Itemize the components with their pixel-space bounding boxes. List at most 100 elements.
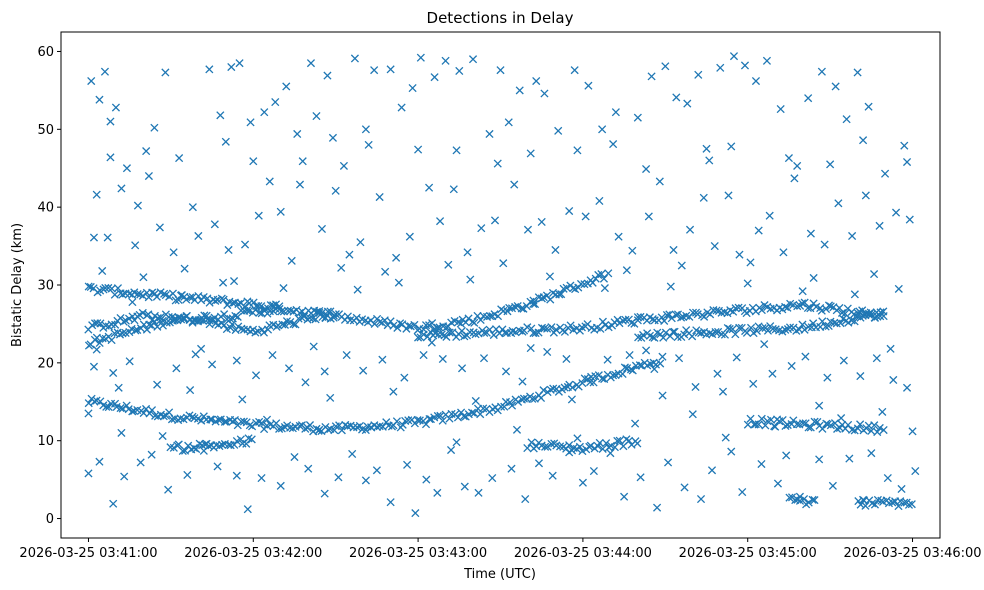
detection-point — [449, 185, 458, 194]
detection-point — [783, 303, 792, 312]
detection-point — [254, 301, 263, 311]
detection-point — [711, 327, 720, 337]
detection-point — [765, 211, 774, 220]
detection-point — [444, 322, 453, 331]
x-tick-label: 2026-03-25 03:43:00 — [349, 546, 487, 561]
detection-point — [479, 404, 488, 413]
detection-point — [150, 123, 159, 132]
detection-point — [177, 291, 186, 300]
detection-point — [312, 112, 321, 121]
detection-point — [554, 126, 563, 135]
detection-point — [158, 431, 167, 441]
detection-point — [842, 115, 851, 124]
detection-point — [174, 295, 183, 305]
detection-point — [513, 302, 522, 311]
detection-point — [375, 422, 384, 431]
detection-point — [455, 66, 464, 75]
detection-point — [573, 434, 582, 443]
detection-point — [242, 439, 251, 448]
detection-point — [907, 500, 916, 509]
detection-point — [125, 289, 134, 298]
detection-point — [787, 361, 796, 371]
detection-point — [111, 320, 120, 329]
detection-point — [545, 272, 555, 281]
detection-point — [609, 140, 618, 149]
detection-point — [526, 343, 535, 353]
detection-point — [260, 108, 269, 117]
x-tick-label: 2026-03-25 03:44:00 — [514, 546, 652, 561]
detection-point — [781, 421, 790, 431]
detection-point — [257, 302, 266, 311]
detection-point — [389, 387, 398, 396]
detection-point — [859, 136, 868, 145]
detection-point — [153, 313, 162, 323]
detection-point — [199, 446, 208, 455]
detection-point — [425, 183, 434, 192]
detection-point — [856, 420, 865, 429]
detection-point — [442, 332, 451, 341]
detection-point — [875, 423, 884, 433]
detection-point — [106, 117, 115, 126]
detection-point — [419, 330, 428, 339]
detection-point — [155, 223, 164, 232]
detection-point — [815, 401, 824, 410]
detection-point — [486, 312, 495, 321]
detection-point — [230, 416, 239, 425]
detection-point — [421, 321, 431, 330]
detection-point — [96, 319, 105, 328]
detection-point — [591, 274, 600, 283]
detection-point — [565, 206, 574, 216]
detection-point — [537, 217, 546, 227]
detection-point — [297, 313, 306, 322]
detection-point — [861, 191, 870, 200]
detection-point — [754, 322, 763, 331]
detection-point — [621, 315, 630, 324]
detection-point — [271, 98, 280, 107]
detection-point — [606, 449, 615, 458]
detection-point — [240, 240, 250, 249]
detection-point — [568, 383, 577, 392]
detection-point — [500, 402, 509, 411]
detection-point — [100, 67, 110, 76]
detection-point — [738, 488, 747, 497]
detection-point — [168, 289, 177, 298]
detection-point — [172, 364, 181, 373]
detection-point — [101, 283, 110, 293]
detection-point — [220, 321, 229, 330]
detection-point — [611, 108, 620, 117]
detection-point — [480, 328, 489, 337]
detection-point — [710, 242, 719, 251]
detection-point — [115, 330, 125, 339]
detection-point — [326, 393, 335, 402]
detection-point — [828, 481, 837, 490]
detection-point — [757, 414, 766, 423]
detection-point — [688, 308, 698, 317]
detection-point — [372, 466, 381, 475]
detection-point — [320, 367, 329, 376]
detection-point — [156, 313, 165, 322]
detection-point — [548, 471, 557, 480]
detection-point — [427, 338, 436, 347]
detection-point — [599, 274, 609, 283]
detection-point — [386, 65, 395, 74]
detection-point — [304, 464, 313, 473]
detection-point — [164, 485, 173, 494]
detection-point — [716, 63, 725, 72]
detection-point — [727, 142, 736, 151]
detection-point — [246, 118, 255, 127]
detection-point — [158, 316, 167, 325]
detection-point — [98, 266, 107, 276]
detection-point — [798, 320, 807, 329]
detection-point — [180, 264, 189, 273]
detection-point — [346, 316, 355, 325]
detection-point — [911, 466, 920, 476]
detection-point — [233, 312, 242, 321]
detection-point — [635, 361, 644, 370]
detection-point — [810, 496, 819, 505]
detection-point — [902, 157, 912, 167]
detection-point — [467, 408, 477, 417]
detection-point — [392, 417, 401, 426]
detection-point — [239, 417, 248, 426]
detection-point — [257, 473, 266, 483]
detection-point — [84, 399, 93, 408]
